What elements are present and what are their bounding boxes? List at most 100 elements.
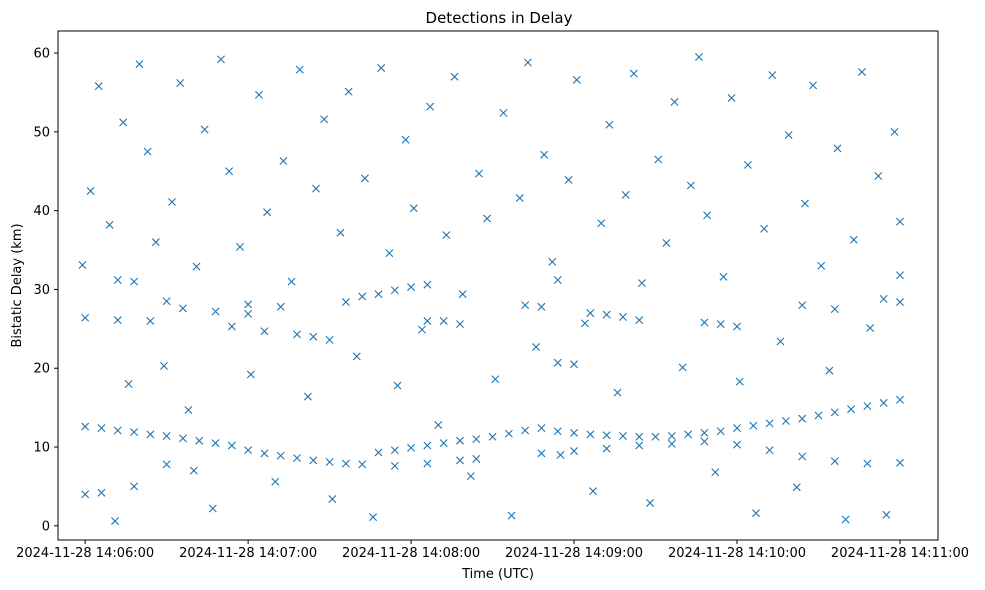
data-point (874, 171, 883, 180)
data-point (423, 459, 432, 468)
data-point (700, 437, 709, 446)
data-point (532, 342, 541, 351)
data-point (602, 310, 611, 319)
data-point (146, 430, 155, 439)
data-point (309, 456, 318, 465)
data-point (417, 325, 426, 334)
data-point (798, 414, 807, 423)
data-point (113, 275, 122, 284)
data-point (499, 108, 508, 117)
x-tick-label: 2024-11-28 14:11:00 (831, 546, 969, 561)
data-point (81, 313, 90, 322)
data-point (572, 75, 581, 84)
data-point (271, 477, 280, 486)
data-point (768, 71, 777, 80)
data-point (890, 127, 899, 136)
y-tick-label: 50 (33, 125, 50, 140)
data-point (798, 452, 807, 461)
data-point (130, 277, 139, 286)
data-point (225, 167, 234, 176)
data-point (621, 190, 630, 199)
data-point (618, 313, 627, 322)
data-point (895, 298, 904, 307)
x-tick-label: 2024-11-28 14:06:00 (16, 546, 154, 561)
data-point (227, 441, 236, 450)
data-point (211, 307, 220, 316)
data-point (407, 443, 416, 452)
y-axis-label: Bistatic Delay (km) (10, 223, 25, 347)
data-point (472, 435, 481, 444)
data-point (716, 427, 725, 436)
data-point (276, 302, 285, 311)
data-point (423, 441, 432, 450)
y-axis-ticks: 0 10 20 30 40 50 60 (33, 47, 58, 534)
data-point (515, 194, 524, 203)
data-point (629, 69, 638, 78)
data-point (287, 277, 296, 286)
data-point (882, 510, 891, 519)
data-point (667, 432, 676, 440)
data-point (390, 446, 399, 455)
x-axis-label: Time (UTC) (461, 567, 534, 582)
data-point (556, 450, 565, 459)
data-point (130, 428, 139, 437)
data-point (613, 388, 622, 397)
data-point (521, 301, 530, 310)
data-point (800, 199, 809, 208)
data-point (374, 448, 383, 457)
data-point (830, 408, 839, 417)
data-point (733, 440, 742, 449)
data-point (700, 318, 709, 327)
data-point (540, 150, 549, 159)
data-point (817, 261, 826, 270)
data-point (276, 451, 285, 460)
data-point (830, 457, 839, 466)
data-point (423, 280, 432, 289)
data-point (857, 67, 866, 76)
data-point (94, 82, 103, 91)
x-tick-label: 2024-11-28 14:07:00 (179, 546, 317, 561)
data-point (143, 147, 152, 156)
data-point (328, 495, 337, 504)
data-point (553, 358, 562, 367)
data-point (727, 93, 736, 102)
data-point (390, 461, 399, 470)
data-point (455, 436, 464, 445)
data-point (651, 432, 660, 441)
data-point (97, 424, 106, 433)
data-point (244, 309, 253, 318)
data-point (423, 316, 432, 325)
data-point (235, 242, 244, 251)
data-point (390, 286, 399, 295)
data-point (401, 135, 410, 144)
data-point (670, 97, 679, 106)
data-point (344, 87, 353, 96)
data-point (895, 217, 904, 226)
data-point (119, 118, 128, 127)
data-point (711, 468, 720, 477)
data-point (605, 120, 614, 129)
data-point (192, 262, 201, 271)
data-point (325, 458, 334, 466)
data-point (208, 504, 217, 513)
chart-title: Detections in Delay (426, 9, 573, 27)
data-point (439, 439, 448, 448)
data-point (752, 509, 761, 518)
data-point (246, 370, 255, 379)
data-point (254, 90, 263, 99)
data-point (295, 65, 304, 74)
data-point (434, 420, 443, 429)
data-point (135, 60, 144, 69)
data-point (244, 446, 253, 455)
data-point (798, 301, 807, 310)
x-tick-label: 2024-11-28 14:09:00 (505, 546, 643, 561)
data-point (635, 432, 644, 441)
plot-frame (57, 30, 939, 541)
data-points (78, 53, 904, 526)
data-point (159, 361, 168, 370)
data-point (244, 300, 253, 309)
data-point (407, 283, 416, 292)
data-point (336, 228, 345, 237)
data-point (488, 432, 497, 441)
data-point (662, 238, 671, 247)
